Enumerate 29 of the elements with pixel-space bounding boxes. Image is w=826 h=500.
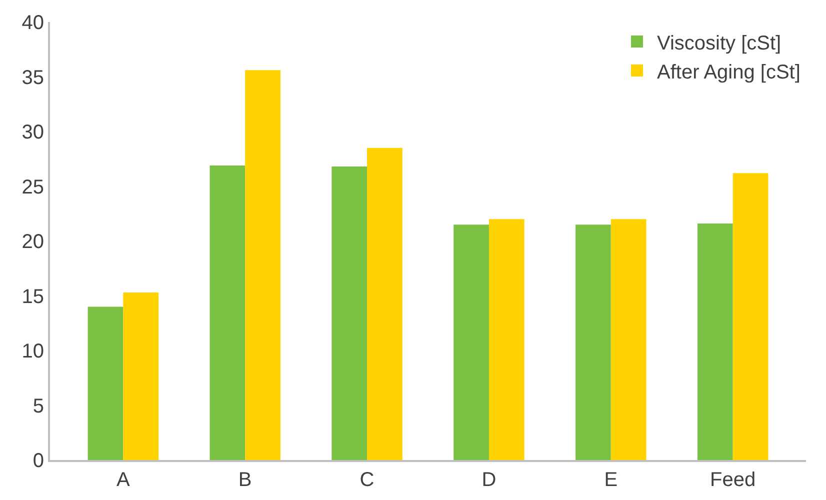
x-tick-label: D [482,469,496,491]
bar [454,224,489,460]
bar [732,173,768,460]
x-tick-label: E [604,469,618,491]
y-tick-label: 15 [22,286,44,308]
y-tick-label: 5 [32,395,44,418]
bar [245,70,280,460]
bar [610,219,646,460]
y-tick-label: 25 [22,176,44,198]
bar [332,166,368,460]
y-tick-label: 20 [22,231,44,253]
bar [367,148,402,460]
bar [488,219,524,460]
y-tick-label: 35 [22,66,44,89]
bar [576,224,611,460]
legend-label: Viscosity [cSt] [657,32,782,54]
bar [88,306,124,460]
legend-label: After Aging [cSt] [657,61,800,84]
y-tick-label: 30 [22,122,44,144]
bar [697,223,733,460]
x-tick-label: A [116,469,130,491]
x-tick-label: Feed [710,469,756,491]
y-tick-label: 40 [22,12,44,34]
bar [210,165,246,460]
x-tick-label: C [360,469,374,491]
x-tick-label: B [238,469,252,491]
y-tick-label: 10 [22,340,44,362]
bar [123,292,159,460]
y-tick-label: 0 [32,450,44,472]
